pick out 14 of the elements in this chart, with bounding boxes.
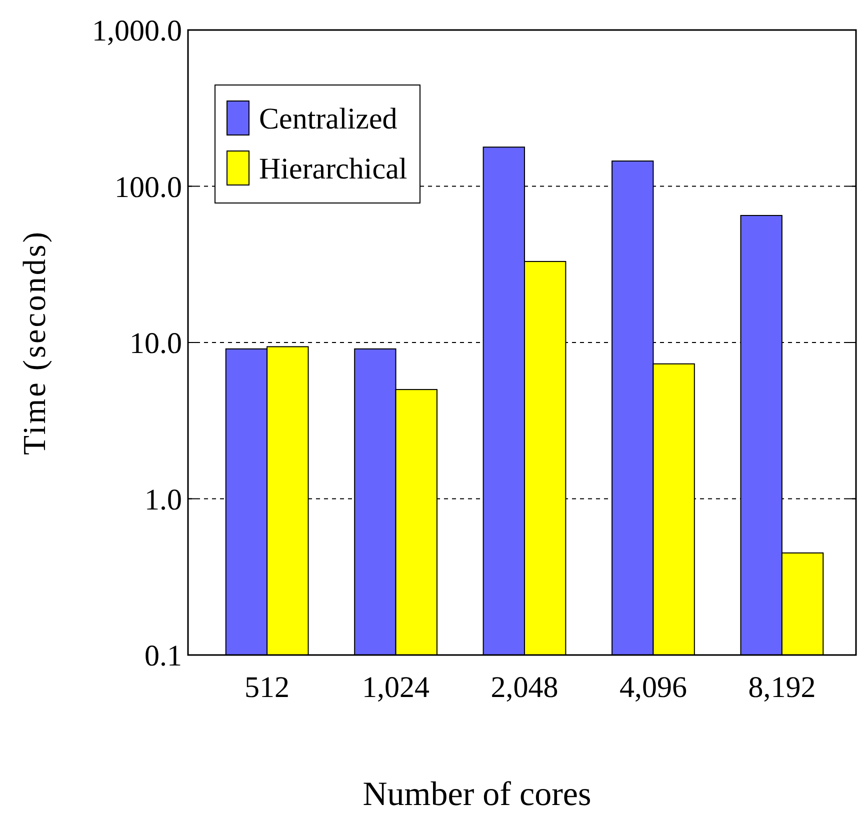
x-tick-label: 2,048 bbox=[490, 671, 558, 704]
x-tick-label: 8,192 bbox=[748, 671, 816, 704]
x-axis-title: Number of cores bbox=[362, 776, 592, 813]
x-tick-label: 4,096 bbox=[619, 671, 687, 704]
legend-label: Centralized bbox=[259, 102, 398, 136]
x-tick-label: 1,024 bbox=[362, 671, 430, 704]
x-tick-label: 512 bbox=[244, 671, 290, 704]
legend-label: Hierarchical bbox=[259, 152, 408, 186]
y-tick-label: 1,000.0 bbox=[92, 14, 182, 48]
y-tick-label: 100.0 bbox=[114, 170, 182, 204]
y-tick-label: 0.1 bbox=[144, 640, 182, 672]
y-axis-title: Time (seconds) bbox=[16, 230, 52, 456]
y-tick-label: 1.0 bbox=[144, 483, 182, 516]
y-tick-label: 10.0 bbox=[130, 327, 182, 360]
